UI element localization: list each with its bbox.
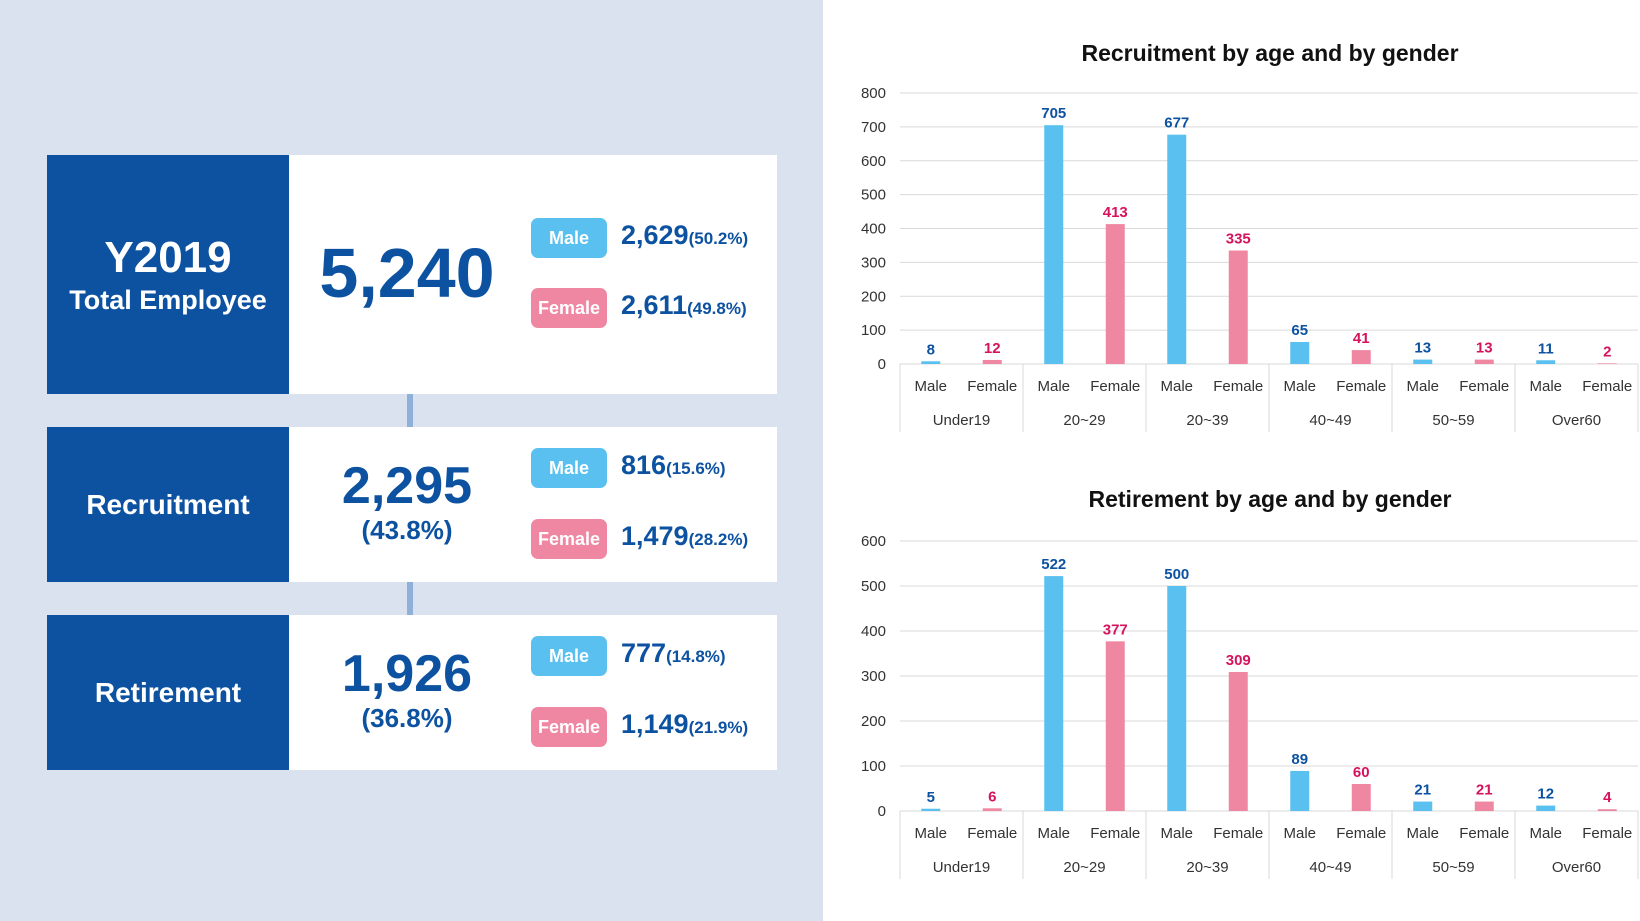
recruitment-chart-group-label: 50~59 xyxy=(1432,412,1474,429)
recruitment-chart-bar-male xyxy=(1044,125,1064,365)
recruitment-chart-sub-label: Male xyxy=(1160,378,1193,395)
recruitment-female-pill: Female xyxy=(531,519,607,559)
total-employee-label: Total Employee xyxy=(69,284,267,315)
recruitment-chart-bar-female xyxy=(1105,224,1125,364)
recruitment-chart-group-label: 20~29 xyxy=(1063,412,1105,429)
retirement-male-value: 777 xyxy=(621,638,667,668)
total-female-value: 2,611 xyxy=(621,290,688,320)
recruitment-chart-sub-label: Male xyxy=(1406,378,1439,395)
recruitment-chart-bar-male xyxy=(1536,360,1556,364)
year-title: Y2019 xyxy=(104,232,232,282)
recruitment-male-pct: (15.6%) xyxy=(666,459,726,478)
recruitment-chart-ytick-label: 500 xyxy=(861,187,886,204)
total-male-pct: (50.2%) xyxy=(688,229,749,248)
recruitment-chart-bar-female xyxy=(1228,250,1248,364)
recruitment-male-pill: Male xyxy=(531,448,607,488)
recruitment-chart-title: Recruitment by age and by gender xyxy=(1081,40,1459,66)
recruitment-chart-ytick-label: 300 xyxy=(861,254,886,271)
retirement-pct: (36.8%) xyxy=(361,703,453,733)
retirement-label: Retirement xyxy=(94,676,242,708)
total-male-stat: 2,629(50.2%) xyxy=(621,220,748,251)
retirement-male-pct: (14.8%) xyxy=(666,647,726,666)
recruitment-chart-data-label: 65 xyxy=(1291,322,1308,339)
total-female-pct: (49.8%) xyxy=(687,299,747,318)
total-label-box: Y2019 Total Employee xyxy=(47,155,289,394)
recruitment-chart-data-label: 41 xyxy=(1353,330,1370,347)
recruitment-chart-data-label: 2 xyxy=(1603,343,1611,360)
retirement-value: 1,926 xyxy=(341,645,473,703)
retirement-male-stat: 777(14.8%) xyxy=(621,638,726,669)
recruitment-chart-data-label: 705 xyxy=(1041,105,1066,122)
recruitment-chart-data-label: 11 xyxy=(1538,340,1554,357)
recruitment-chart-bar-male xyxy=(921,361,941,364)
total-male-value: 2,629 xyxy=(621,220,689,250)
recruitment-chart-data-label: 13 xyxy=(1414,340,1431,357)
recruitment-chart-ytick-label: 400 xyxy=(861,221,886,238)
retirement-label-box: Retirement xyxy=(47,615,289,770)
recruitment-chart-sub-label: Male xyxy=(1529,378,1562,395)
recruitment-female-value: 1,479 xyxy=(621,521,689,551)
total-male-pill: Male xyxy=(531,218,607,258)
retirement-card: Retirement 1,926 (36.8%) Male 777(14.8%)… xyxy=(47,615,777,770)
retirement-female-stat: 1,149(21.9%) xyxy=(621,709,748,740)
recruitment-chart-sub-label: Female xyxy=(967,378,1017,395)
total-employee-card: Y2019 Total Employee 5,240 Male 2,629(50… xyxy=(47,155,777,394)
total-female-stat: 2,611(49.8%) xyxy=(621,290,747,321)
recruitment-chart-group-label: 40~49 xyxy=(1309,412,1351,429)
recruitment-female-pct: (28.2%) xyxy=(688,530,749,549)
recruitment-chart-sub-label: Female xyxy=(1459,378,1509,395)
recruitment-chart-bar-female xyxy=(1474,359,1494,364)
summary-panel: Y2019 Total Employee 5,240 Male 2,629(50… xyxy=(0,0,823,921)
recruitment-chart-sub-label: Male xyxy=(1283,378,1316,395)
recruitment-chart-sub-label: Male xyxy=(914,378,947,395)
recruitment-chart-sub-label: Female xyxy=(1090,378,1140,395)
recruitment-chart-group-label: 20~39 xyxy=(1186,412,1228,429)
recruitment-male-value: 816 xyxy=(621,450,667,480)
recruitment-chart-bar-male xyxy=(1167,134,1187,364)
recruitment-card: Recruitment 2,295 (43.8%) Male 816(15.6%… xyxy=(47,427,777,582)
recruitment-chart-bar-female xyxy=(982,359,1002,364)
recruitment-label: Recruitment xyxy=(86,488,250,520)
recruitment-chart-data-label: 13 xyxy=(1476,340,1493,357)
recruitment-chart-ytick-label: 800 xyxy=(861,85,886,102)
recruitment-chart-bar-female xyxy=(1597,363,1617,364)
recruitment-chart-sub-label: Female xyxy=(1582,378,1632,395)
recruitment-chart-sub-label: Female xyxy=(1336,378,1386,395)
recruitment-chart-data-label: 12 xyxy=(984,340,1001,357)
recruitment-pct: (43.8%) xyxy=(361,515,453,545)
recruitment-chart-sub-label: Male xyxy=(1037,378,1070,395)
connector-2 xyxy=(407,582,413,615)
recruitment-chart-bar-male xyxy=(1290,341,1310,364)
recruitment-value: 2,295 xyxy=(341,457,473,515)
recruitment-chart-ytick-label: 700 xyxy=(861,119,886,136)
recruitment-chart-data-label: 413 xyxy=(1103,204,1128,221)
recruitment-chart-ytick-label: 100 xyxy=(861,322,886,339)
recruitment-female-stat: 1,479(28.2%) xyxy=(621,521,748,552)
recruitment-chart-group-label: Over60 xyxy=(1552,412,1601,429)
recruitment-male-stat: 816(15.6%) xyxy=(621,450,726,481)
recruitment-chart-data-label: 8 xyxy=(927,341,935,358)
connector-1 xyxy=(407,394,413,427)
recruitment-chart-data-label: 677 xyxy=(1164,115,1189,132)
recruitment-chart-ytick-label: 200 xyxy=(861,288,886,305)
total-employee-value: 5,240 xyxy=(319,234,495,312)
retirement-female-pct: (21.9%) xyxy=(688,718,749,737)
retirement-female-value: 1,149 xyxy=(621,709,689,739)
retirement-female-pill: Female xyxy=(531,707,607,747)
recruitment-chart-bar-male xyxy=(1413,359,1433,364)
recruitment-chart-data-label: 335 xyxy=(1226,231,1251,248)
total-female-pill: Female xyxy=(531,288,607,328)
retirement-male-pill: Male xyxy=(531,636,607,676)
recruitment-chart-sub-label: Female xyxy=(1213,378,1263,395)
recruitment-chart-ytick-label: 600 xyxy=(861,153,886,170)
recruitment-chart-ytick-label: 0 xyxy=(878,356,886,373)
recruitment-chart-group-label: Under19 xyxy=(933,412,991,429)
recruitment-chart-bar-female xyxy=(1351,350,1371,364)
recruitment-label-box: Recruitment xyxy=(47,427,289,582)
retirement-chart-title: Retirement by age and by gender xyxy=(1088,486,1452,512)
